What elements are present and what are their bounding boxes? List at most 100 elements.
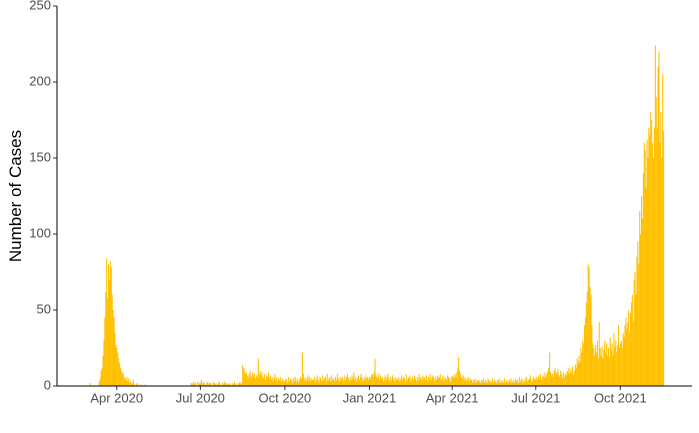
bar	[258, 373, 260, 386]
bar	[585, 302, 587, 386]
bar	[616, 352, 618, 386]
bar	[652, 142, 654, 386]
bar	[586, 291, 588, 386]
bar	[265, 379, 267, 386]
bar	[633, 279, 635, 386]
bar	[652, 158, 655, 386]
bar	[435, 376, 437, 386]
bar	[370, 375, 372, 386]
bar	[198, 384, 200, 386]
bar	[249, 370, 251, 386]
x-tick-label: Jan 2021	[343, 390, 397, 405]
bar	[660, 112, 662, 387]
bar	[429, 373, 431, 386]
bar	[473, 381, 475, 386]
bar	[261, 372, 263, 386]
bar	[326, 373, 328, 386]
bar	[327, 379, 329, 386]
bar	[488, 381, 490, 386]
bar	[234, 384, 236, 386]
bar	[118, 358, 120, 386]
bar	[262, 378, 264, 386]
bar	[631, 294, 633, 386]
bar	[353, 372, 355, 386]
bar	[523, 379, 525, 386]
bar	[497, 381, 499, 386]
bar	[567, 372, 569, 386]
bar	[505, 379, 507, 386]
bar	[506, 381, 508, 386]
bar	[280, 381, 282, 386]
bar	[392, 378, 394, 386]
bar	[333, 378, 335, 386]
bar	[228, 384, 230, 386]
bar	[436, 379, 438, 386]
bar	[276, 376, 278, 386]
bar	[264, 373, 266, 386]
bar	[310, 381, 312, 386]
bar	[373, 372, 375, 386]
bar	[467, 379, 469, 386]
bar	[233, 381, 235, 386]
bar	[237, 384, 239, 386]
bar	[414, 378, 417, 386]
bar	[292, 378, 294, 386]
y-tick-label: 200	[29, 73, 51, 88]
bar	[461, 378, 463, 386]
bar	[402, 379, 404, 386]
bar	[253, 376, 255, 386]
bar	[243, 367, 245, 386]
bar	[578, 355, 580, 386]
bar	[483, 382, 485, 386]
bar	[377, 376, 379, 386]
bar	[468, 376, 470, 386]
bar	[636, 256, 638, 386]
bar	[117, 352, 119, 386]
bar	[573, 370, 575, 386]
bar	[218, 381, 220, 386]
bar	[438, 376, 440, 386]
bar	[538, 375, 540, 386]
bar	[344, 375, 346, 386]
bar	[618, 325, 620, 386]
bar	[284, 381, 286, 386]
bar	[575, 367, 577, 386]
bar	[593, 348, 595, 386]
bar	[516, 381, 518, 386]
bar	[418, 373, 420, 386]
bar	[132, 379, 134, 386]
bar	[464, 376, 466, 386]
y-tick-label: 0	[44, 377, 51, 392]
bar	[119, 363, 121, 386]
bar	[518, 376, 520, 386]
bar	[382, 381, 384, 386]
bar	[347, 378, 349, 386]
x-tick-label: Oct 2020	[259, 390, 312, 405]
bar	[638, 264, 640, 386]
bar	[656, 127, 658, 386]
bar	[527, 381, 529, 386]
bar	[628, 310, 630, 386]
bar	[419, 378, 421, 386]
bar	[553, 370, 555, 386]
bar	[642, 173, 644, 386]
bar	[130, 381, 132, 386]
bar	[222, 384, 224, 386]
bar	[475, 382, 477, 386]
bar	[346, 373, 349, 386]
bar	[427, 376, 429, 386]
bar	[214, 384, 216, 386]
bar	[448, 378, 451, 386]
bar	[121, 373, 123, 386]
bar	[219, 382, 221, 386]
bar	[499, 382, 501, 386]
bar	[605, 352, 607, 386]
bar	[623, 337, 625, 386]
bar	[551, 373, 553, 386]
bar	[606, 343, 608, 386]
bar	[110, 267, 112, 386]
bar	[144, 384, 146, 386]
bar	[232, 384, 235, 386]
bar	[358, 379, 360, 386]
bar	[653, 127, 655, 386]
